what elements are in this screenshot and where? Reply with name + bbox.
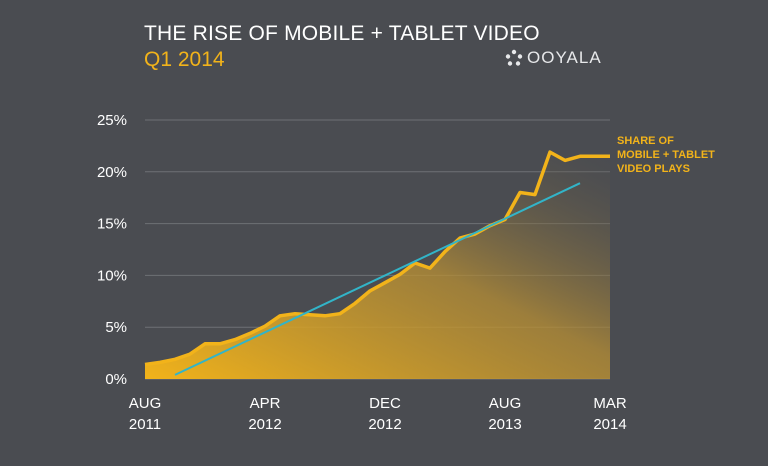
x-tick-label: AUG xyxy=(489,395,522,412)
area-layer xyxy=(145,152,610,379)
x-tick-year: 2012 xyxy=(248,416,281,433)
x-tick-label: DEC xyxy=(369,395,401,412)
series-label: MOBILE + TABLET xyxy=(617,149,715,161)
y-tick-label: 25% xyxy=(97,112,127,129)
x-tick-year: 2012 xyxy=(368,416,401,433)
ooyala-logo: OOYALA xyxy=(505,48,602,68)
logo-dots-icon xyxy=(505,49,523,66)
series-label: VIDEO PLAYS xyxy=(617,163,690,175)
series-area-fill xyxy=(145,152,610,379)
line-layer xyxy=(144,150,610,376)
y-tick-label: 10% xyxy=(97,267,127,284)
y-tick-label: 5% xyxy=(105,319,127,336)
chart-subtitle: Q1 2014 xyxy=(144,48,225,71)
x-tick-label: MAR xyxy=(593,395,627,412)
chart-title: THE RISE OF MOBILE + TABLET VIDEO xyxy=(144,22,540,45)
x-tick-year: 2014 xyxy=(593,416,626,433)
trend-line xyxy=(174,182,581,376)
x-tick-year: 2011 xyxy=(129,416,161,433)
x-tick-year: 2013 xyxy=(488,416,521,433)
series-label: SHARE OF xyxy=(617,135,674,147)
y-axis-ticks: 0% 5% 10% 15% 20% 25% xyxy=(97,112,127,388)
series-line-share xyxy=(144,150,610,367)
x-axis-ticks: AUG 2011 APR 2012 DEC 2012 AUG 2013 MAR 2014 xyxy=(129,395,627,433)
x-tick-label: APR xyxy=(250,395,281,412)
series-annotation: SHARE OF MOBILE + TABLET VIDEO PLAYS xyxy=(617,135,715,175)
logo-text: OOYALA xyxy=(527,48,602,67)
x-tick-label: AUG xyxy=(129,395,162,412)
y-tick-label: 15% xyxy=(97,216,127,233)
y-tick-label: 0% xyxy=(105,371,127,388)
y-tick-label: 20% xyxy=(97,164,127,181)
